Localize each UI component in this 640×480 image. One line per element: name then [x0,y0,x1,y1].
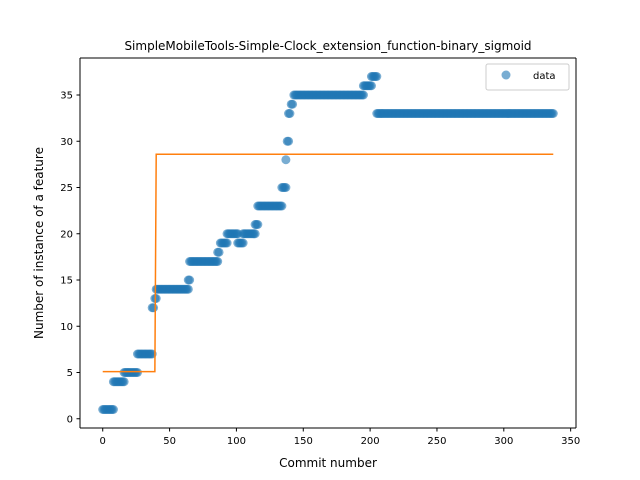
fit-line [102,153,554,373]
y-tick-label: 15 [60,276,73,287]
y-tick-label: 0 [67,414,73,425]
x-tick-label: 50 [163,436,176,447]
data-point [132,368,142,377]
y-tick-label: 5 [67,368,73,379]
data-point [119,377,129,387]
data-point [222,238,232,248]
y-tick-label: 10 [60,322,73,333]
data-point [250,229,260,239]
data-point [366,81,376,91]
data-point [281,183,291,192]
data-point [149,303,159,313]
data-point [281,155,291,165]
fit-layer [102,153,554,373]
data-point [183,284,193,294]
data-point [288,99,298,109]
scatter-layer [98,72,558,414]
data-point [214,247,224,257]
x-axis-label: Commit number [279,456,377,470]
legend: data [485,63,570,91]
data-point [238,238,248,248]
y-axis-ticks: 0 5 10 15 20 25 30 35 [60,91,80,425]
y-tick-label: 25 [60,183,73,194]
data-point [185,275,195,285]
data-point [358,90,368,100]
y-tick-label: 20 [60,229,73,240]
x-tick-label: 200 [361,436,380,447]
data-point [108,405,118,414]
data-point [284,136,294,146]
y-tick-label: 35 [60,91,73,102]
x-tick-label: 0 [100,436,106,447]
data-point [372,72,382,81]
data-point [151,294,161,303]
data-point [213,257,223,266]
x-tick-label: 250 [427,436,446,447]
x-tick-label: 100 [227,436,246,447]
y-axis-label: Number of instance of a feature [32,147,46,339]
x-tick-label: 150 [294,436,313,447]
legend-box [485,63,570,91]
plot-area [80,58,576,428]
legend-marker [501,70,511,80]
chart-title: SimpleMobileTools-Simple-Clock_extension… [124,39,531,53]
legend-label: data [533,71,556,82]
x-tick-label: 350 [561,436,580,447]
data-point [277,201,287,211]
x-axis-ticks: 0 50 100 150 200 250 300 350 [100,428,580,447]
x-tick-label: 300 [494,436,513,447]
y-tick-label: 30 [60,137,73,148]
data-point [285,109,295,118]
axes-frame [79,57,577,429]
data-point [253,220,263,229]
data-point [548,109,558,118]
